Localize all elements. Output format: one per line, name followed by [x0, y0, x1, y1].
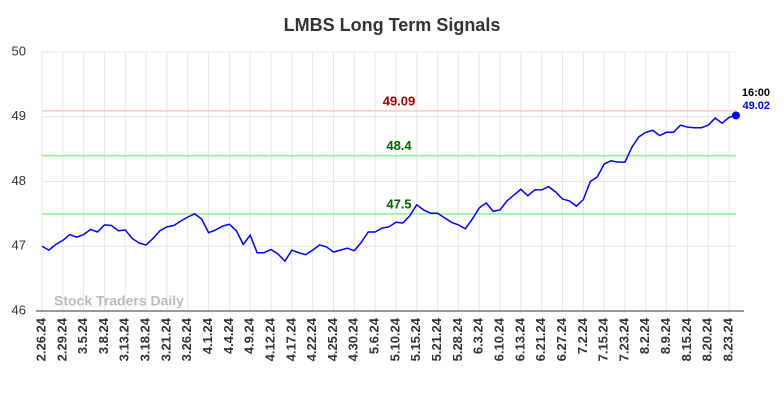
x-tick-label: 6.13.24 — [512, 317, 527, 361]
reference-label: 49.09 — [383, 93, 416, 108]
y-tick-label: 46 — [12, 302, 26, 317]
x-tick-label: 8.15.24 — [679, 317, 694, 361]
x-tick-label: 4.1.24 — [200, 317, 215, 354]
x-tick-label: 5.10.24 — [387, 317, 402, 361]
x-tick-label: 7.15.24 — [596, 317, 611, 361]
x-tick-label: 6.3.24 — [471, 317, 486, 354]
x-tick-label: 3.13.24 — [117, 317, 132, 361]
x-tick-label: 8.23.24 — [720, 317, 735, 361]
last-value: 49.02 — [742, 100, 770, 112]
chart-title: LMBS Long Term Signals — [284, 15, 501, 35]
x-tick-label: 6.27.24 — [554, 317, 569, 361]
x-tick-label: 5.6.24 — [367, 317, 382, 354]
x-tick-label: 3.8.24 — [96, 317, 111, 354]
x-tick-label: 7.2.24 — [575, 317, 590, 354]
x-tick-label: 8.9.24 — [658, 317, 673, 354]
x-tick-label: 4.12.24 — [262, 317, 277, 361]
x-tick-label: 2.29.24 — [54, 317, 69, 361]
x-tick-label: 8.2.24 — [637, 317, 652, 354]
last-point — [732, 111, 740, 120]
x-tick-label: 4.9.24 — [242, 317, 257, 354]
reference-label: 47.5 — [386, 196, 411, 211]
y-tick-label: 49 — [12, 108, 26, 123]
x-tick-label: 6.21.24 — [533, 317, 548, 361]
x-tick-label: 4.22.24 — [304, 317, 319, 361]
y-tick-label: 50 — [12, 43, 26, 58]
x-tick-label: 3.21.24 — [158, 317, 173, 361]
x-tick-label: 5.21.24 — [429, 317, 444, 361]
line — [41, 114, 737, 263]
reference-label: 48.4 — [386, 138, 412, 153]
x-tick-label: 5.28.24 — [450, 317, 465, 361]
y-tick-label: 48 — [12, 173, 26, 188]
x-tick-label: 3.5.24 — [75, 317, 90, 354]
x-tick-label: 6.10.24 — [491, 317, 506, 361]
x-tick-label: 4.25.24 — [325, 317, 340, 361]
x-tick-label: 4.17.24 — [283, 317, 298, 361]
x-tick-label: 2.26.24 — [33, 317, 48, 361]
last-time: 16:00 — [742, 87, 770, 99]
watermark: Stock Traders Daily — [54, 293, 184, 309]
x-tick-label: 4.30.24 — [346, 317, 361, 361]
x-tick-label: 3.26.24 — [179, 317, 194, 361]
x-tick-label: 3.18.24 — [138, 317, 153, 361]
x-tick-label: 8.20.24 — [700, 317, 715, 361]
x-tick-label: 5.15.24 — [408, 317, 423, 361]
x-tick-label: 7.23.24 — [616, 317, 631, 361]
y-tick-label: 47 — [12, 238, 26, 253]
x-tick-label: 4.4.24 — [221, 317, 236, 354]
